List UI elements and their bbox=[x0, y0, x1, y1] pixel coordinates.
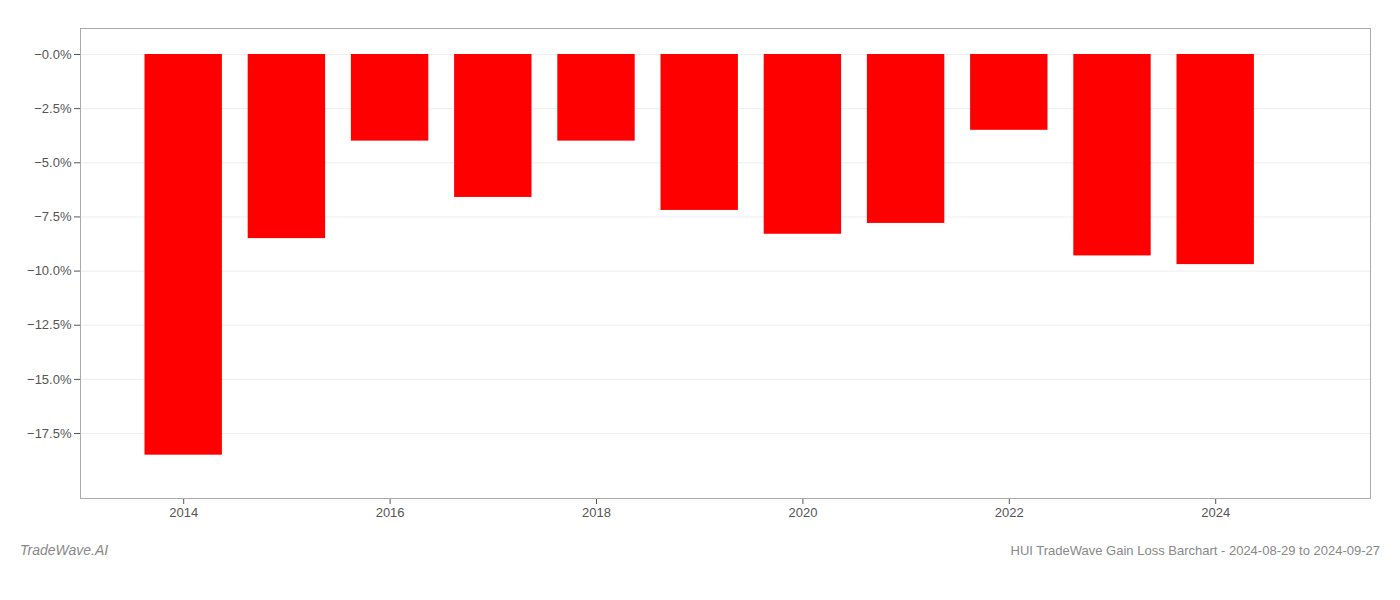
svg-text:−5.0%: −5.0% bbox=[34, 155, 72, 170]
svg-text:2022: 2022 bbox=[995, 505, 1024, 520]
svg-text:−2.5%: −2.5% bbox=[34, 101, 72, 116]
svg-text:−17.5%: −17.5% bbox=[27, 426, 72, 441]
svg-text:2014: 2014 bbox=[169, 505, 198, 520]
svg-text:−0.0%: −0.0% bbox=[34, 47, 72, 62]
svg-text:−7.5%: −7.5% bbox=[34, 209, 72, 224]
svg-text:2020: 2020 bbox=[788, 505, 817, 520]
html-text:HUI TradeWave Gain Loss Barcha: HUI TradeWave Gain Loss Barchart - 2024-… bbox=[1010, 543, 1380, 558]
svg-text:−12.5%: −12.5% bbox=[27, 317, 72, 332]
svg-text:−10.0%: −10.0% bbox=[27, 263, 72, 278]
html-text:TradeWave.AI: TradeWave.AI bbox=[20, 542, 109, 558]
svg-text:2018: 2018 bbox=[582, 505, 611, 520]
svg-text:−15.0%: −15.0% bbox=[27, 372, 72, 387]
svg-text:2016: 2016 bbox=[376, 505, 405, 520]
svg-text:2024: 2024 bbox=[1201, 505, 1230, 520]
